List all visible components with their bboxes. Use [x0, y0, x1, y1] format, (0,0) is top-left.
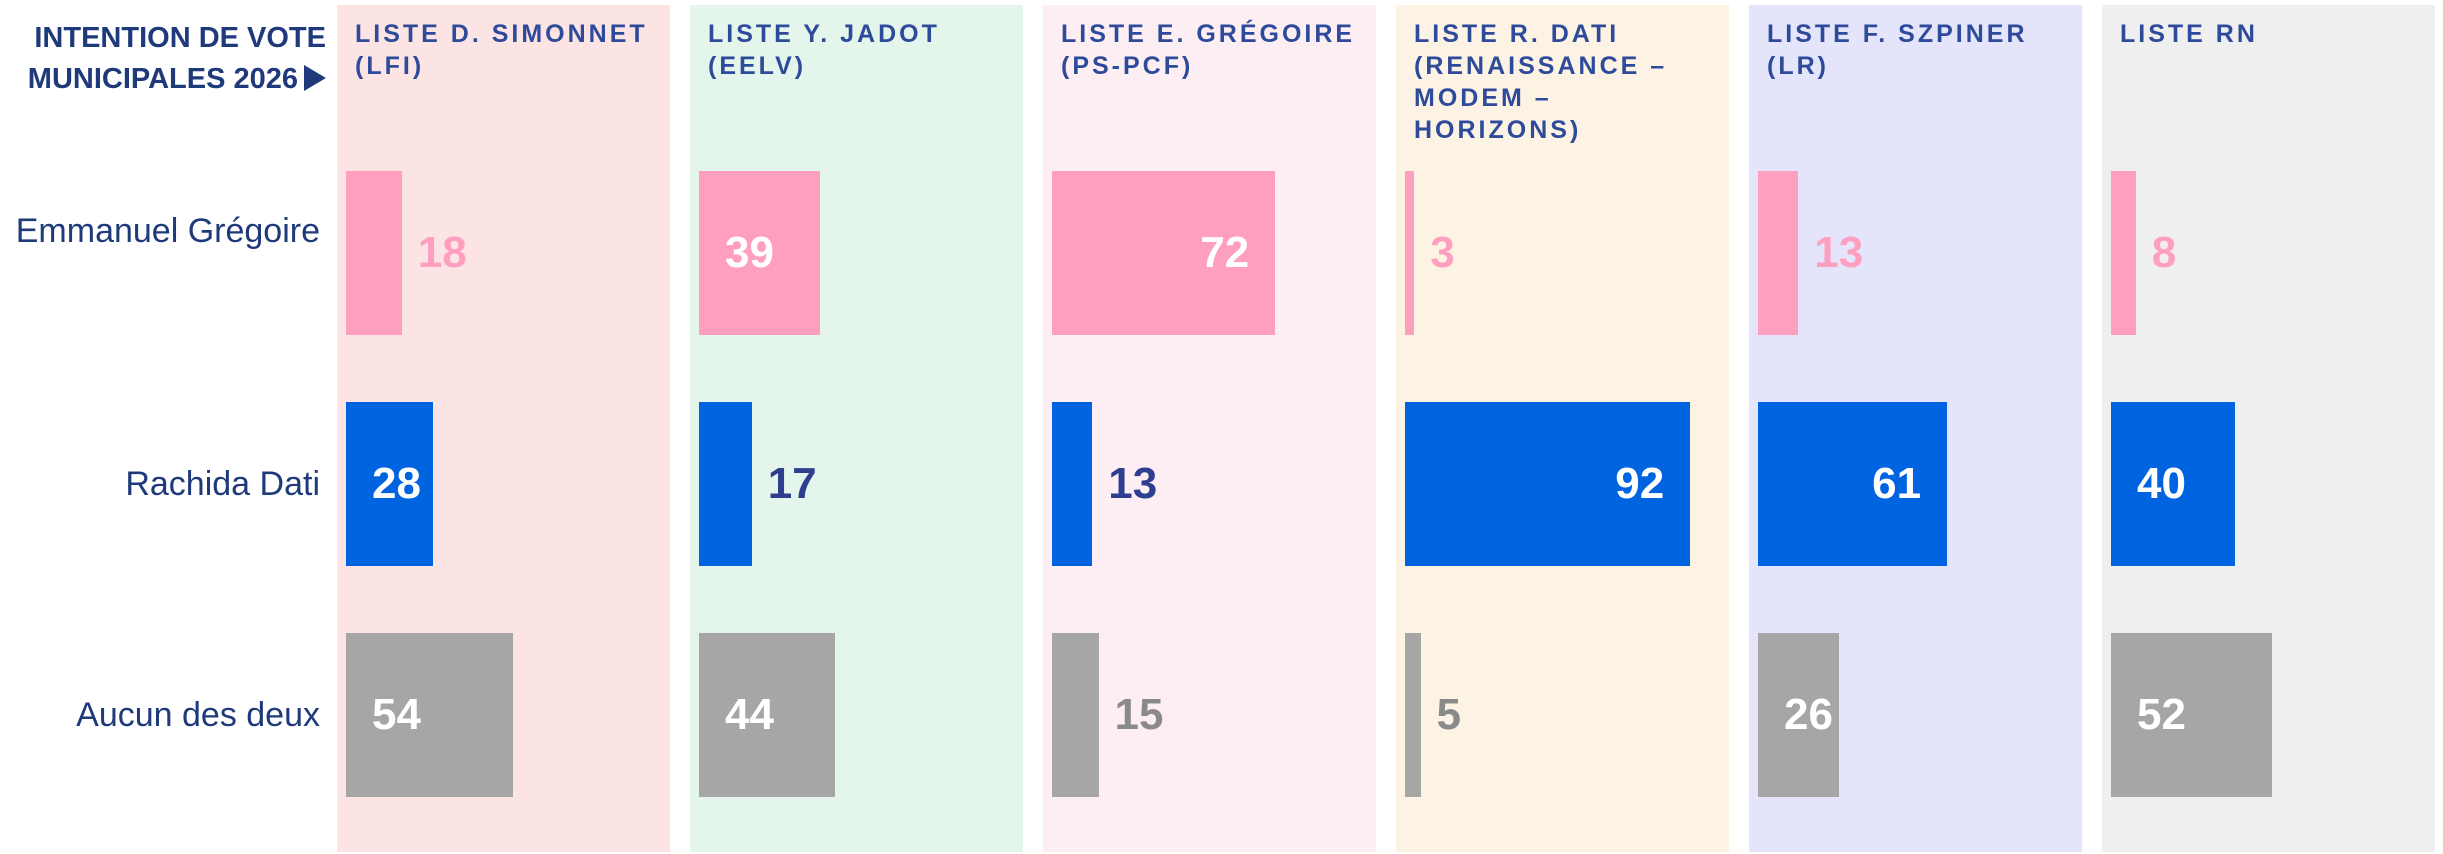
- value-label: 92: [1615, 459, 1665, 508]
- row-label: Rachida Dati: [125, 465, 320, 503]
- value-label: 39: [725, 228, 774, 277]
- panel-header: LISTE F. SZPINER (LR): [1767, 20, 2028, 80]
- bar: [1758, 402, 1948, 566]
- value-label: 13: [1814, 228, 1864, 277]
- panel-header: LISTE E. GRÉGOIRE (PS-PCF): [1061, 20, 1356, 80]
- value-label: 8: [2151, 228, 2177, 277]
- value-label: 5: [1436, 690, 1461, 739]
- panel: [1043, 5, 1376, 852]
- bar: [699, 171, 820, 335]
- bar: [1405, 171, 1415, 335]
- bar: [1052, 402, 1093, 566]
- panel-header: LISTE D. SIMONNET (LFI): [355, 20, 648, 80]
- bar: [2111, 633, 2273, 797]
- value-label: 72: [1200, 228, 1250, 277]
- value-label: 52: [2137, 690, 2186, 739]
- row-label: Aucun des deux: [76, 696, 320, 734]
- row-label: Emmanuel Grégoire: [15, 212, 320, 250]
- bar: [699, 633, 836, 797]
- panel-header: LISTE Y. JADOT (EELV): [708, 20, 940, 80]
- panel-header: LISTE RN: [2120, 20, 2258, 48]
- value-label: 3: [1430, 228, 1455, 277]
- bar: [346, 633, 514, 797]
- value-label: 15: [1114, 690, 1164, 739]
- value-label: 26: [1784, 690, 1833, 739]
- bar: [1758, 171, 1799, 335]
- bar: [1405, 402, 1691, 566]
- bar: [699, 402, 752, 566]
- bar: [1052, 171, 1276, 335]
- chart-title-box: INTENTION DE VOTE MUNICIPALES 2026: [0, 18, 326, 100]
- value-label: 61: [1872, 459, 1922, 508]
- title-arrow: [304, 65, 326, 91]
- bar: [346, 171, 402, 335]
- value-label: 17: [767, 459, 817, 508]
- value-label: 28: [372, 459, 421, 508]
- bar: [1758, 633, 1839, 797]
- bar: [1405, 633, 1421, 797]
- bar: [2111, 171, 2136, 335]
- bar: [1052, 633, 1099, 797]
- value-label: 18: [417, 228, 467, 277]
- value-label: 13: [1108, 459, 1158, 508]
- value-label: 40: [2137, 459, 2186, 508]
- bar: [2111, 402, 2235, 566]
- value-label: 54: [372, 690, 421, 739]
- chart-title: INTENTION DE VOTE MUNICIPALES 2026: [27, 22, 326, 95]
- panel-header: LISTE R. DATI (RENAISSANCE – MODEM – HOR…: [1414, 20, 1668, 144]
- value-label: 44: [725, 690, 774, 739]
- bar: [346, 402, 433, 566]
